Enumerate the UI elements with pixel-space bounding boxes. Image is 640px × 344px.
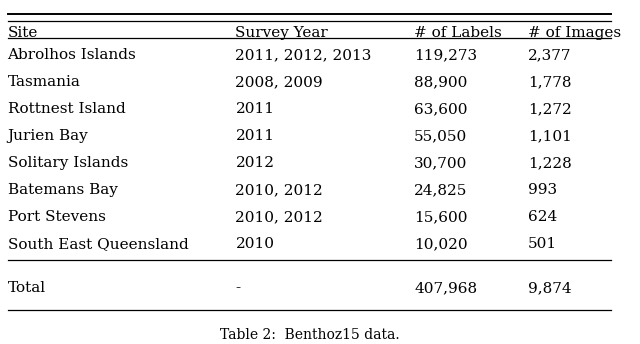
Text: Solitary Islands: Solitary Islands (8, 156, 128, 170)
Text: Site: Site (8, 26, 38, 41)
Text: 2011: 2011 (236, 102, 275, 116)
Text: 2010, 2012: 2010, 2012 (236, 211, 323, 224)
Text: Rottnest Island: Rottnest Island (8, 102, 125, 116)
Text: 9,874: 9,874 (528, 281, 572, 295)
Text: 501: 501 (528, 237, 557, 251)
Text: Survey Year: Survey Year (236, 26, 328, 41)
Text: 2011, 2012, 2013: 2011, 2012, 2013 (236, 48, 372, 62)
Text: Abrolhos Islands: Abrolhos Islands (8, 48, 136, 62)
Text: -: - (236, 281, 241, 295)
Text: # of Images: # of Images (528, 26, 621, 41)
Text: 1,101: 1,101 (528, 129, 572, 143)
Text: 624: 624 (528, 211, 557, 224)
Text: Port Stevens: Port Stevens (8, 211, 106, 224)
Text: 24,825: 24,825 (414, 183, 467, 197)
Text: 1,228: 1,228 (528, 156, 572, 170)
Text: Tasmania: Tasmania (8, 75, 81, 89)
Text: # of Labels: # of Labels (414, 26, 502, 41)
Text: South East Queensland: South East Queensland (8, 237, 188, 251)
Text: 407,968: 407,968 (414, 281, 477, 295)
Text: 2010, 2012: 2010, 2012 (236, 183, 323, 197)
Text: 2011: 2011 (236, 129, 275, 143)
Text: 88,900: 88,900 (414, 75, 467, 89)
Text: 119,273: 119,273 (414, 48, 477, 62)
Text: 63,600: 63,600 (414, 102, 468, 116)
Text: Jurien Bay: Jurien Bay (8, 129, 88, 143)
Text: 10,020: 10,020 (414, 237, 468, 251)
Text: Table 2:  Benthoz15 data.: Table 2: Benthoz15 data. (220, 328, 399, 342)
Text: 55,050: 55,050 (414, 129, 467, 143)
Text: 2012: 2012 (236, 156, 275, 170)
Text: 993: 993 (528, 183, 557, 197)
Text: 2010: 2010 (236, 237, 275, 251)
Text: Total: Total (8, 281, 45, 295)
Text: Batemans Bay: Batemans Bay (8, 183, 117, 197)
Text: 1,778: 1,778 (528, 75, 572, 89)
Text: 30,700: 30,700 (414, 156, 467, 170)
Text: 2,377: 2,377 (528, 48, 572, 62)
Text: 1,272: 1,272 (528, 102, 572, 116)
Text: 15,600: 15,600 (414, 211, 468, 224)
Text: 2008, 2009: 2008, 2009 (236, 75, 323, 89)
